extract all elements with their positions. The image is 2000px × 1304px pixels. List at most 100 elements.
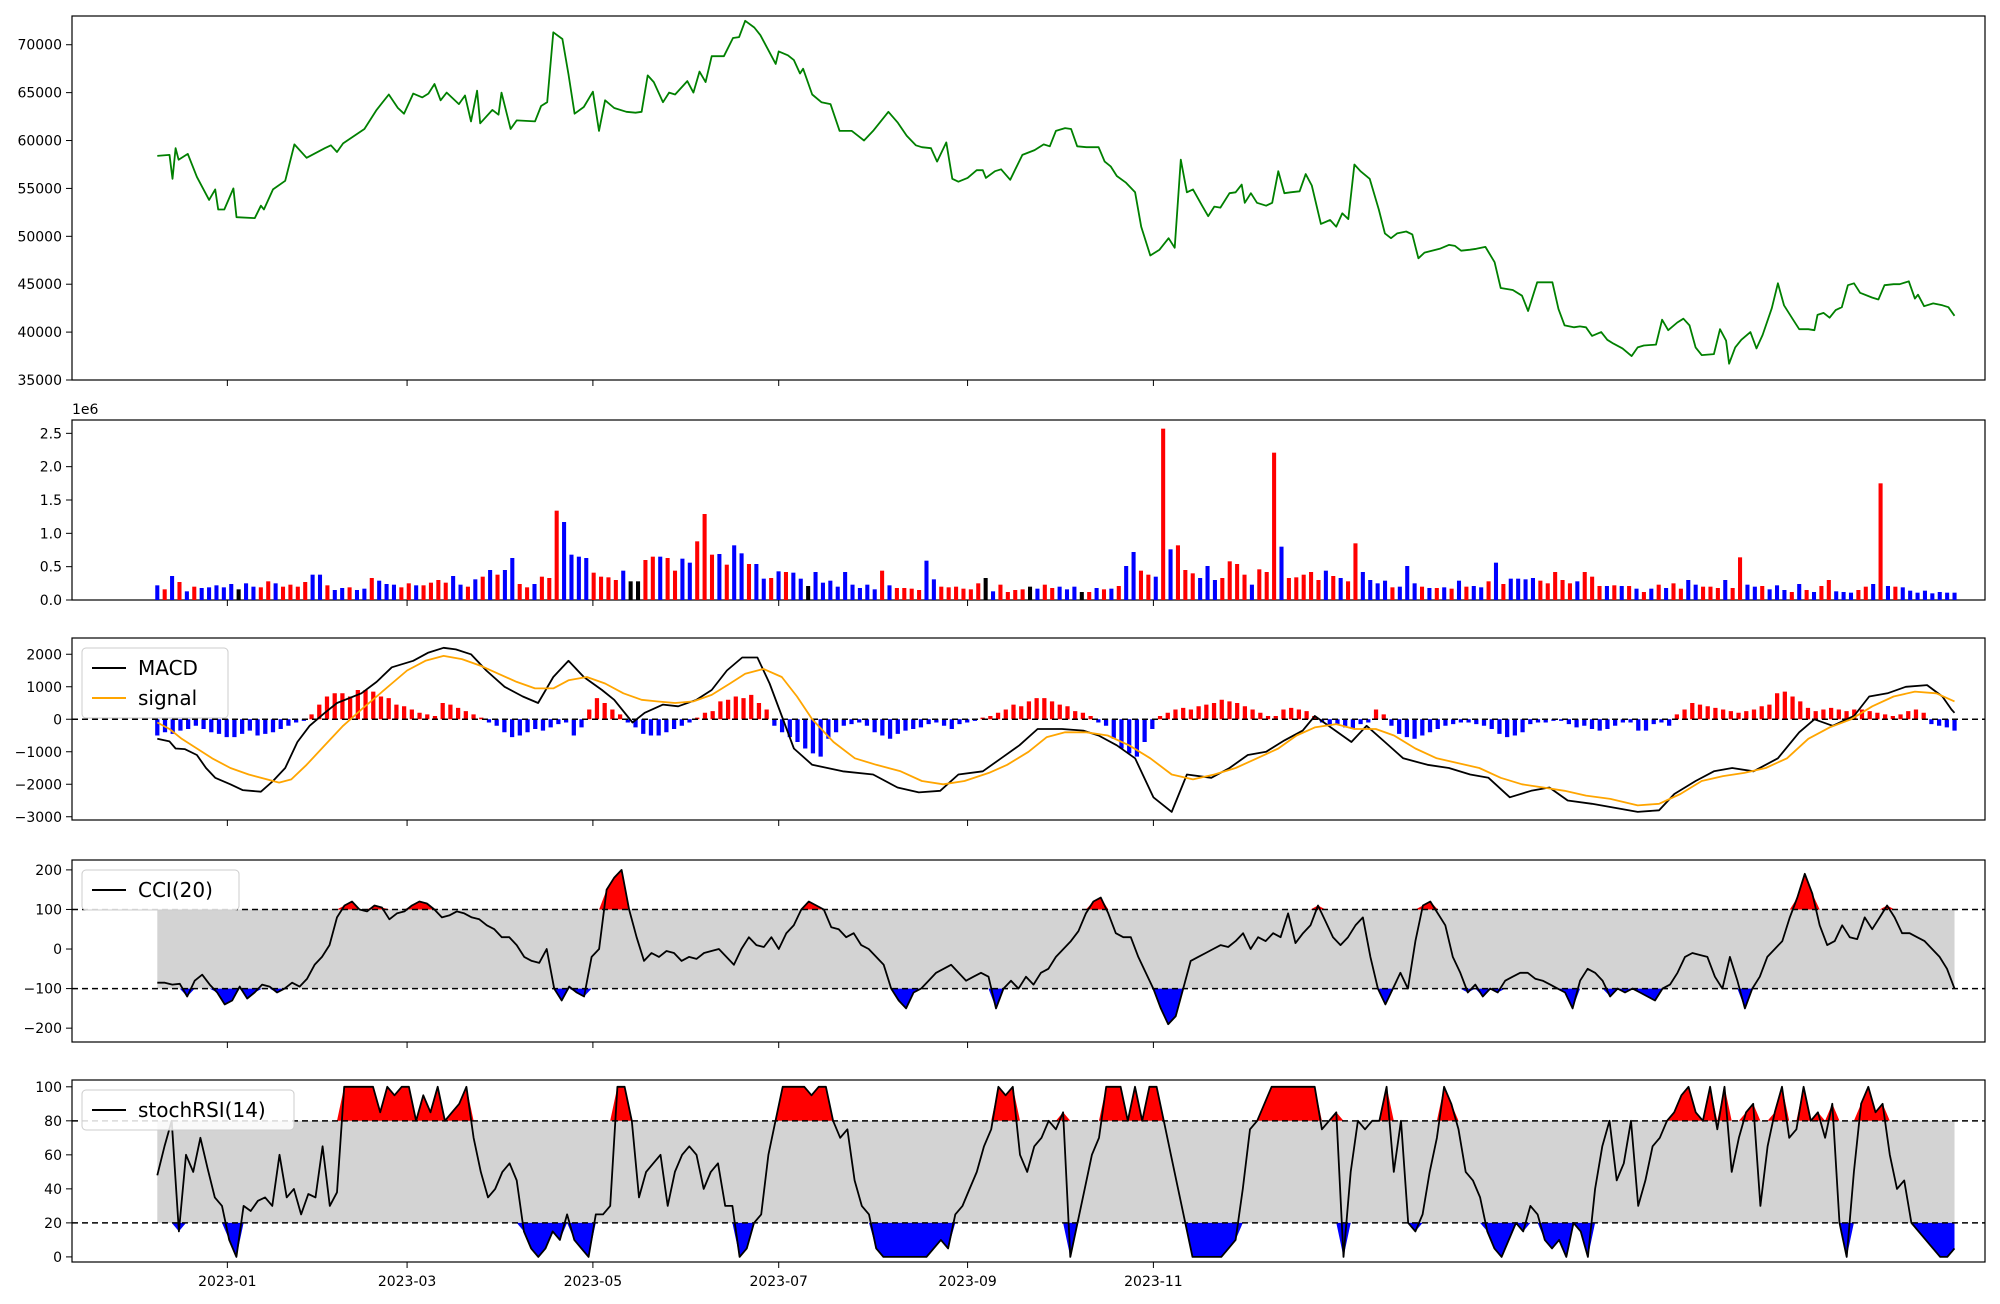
volume-bar	[894, 588, 899, 600]
volume-bar	[532, 584, 537, 600]
volume-bar	[288, 584, 293, 600]
macd-hist-bar	[1497, 719, 1502, 734]
y-tick-label: −3000	[15, 810, 62, 826]
volume-bar	[1013, 590, 1018, 600]
volume-bar	[1937, 592, 1942, 600]
volume-bar	[1575, 581, 1580, 600]
cci-oversold-fill	[157, 988, 1955, 1025]
volume-bar	[1050, 588, 1055, 600]
y-tick-label: −2000	[15, 777, 62, 793]
volume-bar	[1826, 580, 1831, 600]
volume-bar	[924, 560, 929, 600]
macd-hist-bar	[1813, 711, 1818, 720]
volume-bar	[1708, 586, 1713, 600]
volume-bar	[1516, 578, 1521, 600]
volume-bar	[280, 586, 286, 600]
volume-bar	[406, 583, 411, 600]
macd-hist-bar	[371, 691, 376, 720]
macd-hist-bar	[232, 719, 237, 738]
macd-hist-bar	[1026, 701, 1032, 720]
macd-hist-bar	[1790, 696, 1795, 720]
macd-hist-bar	[833, 719, 839, 733]
macd-hist-bar	[1836, 709, 1841, 720]
volume-bar	[1878, 483, 1883, 600]
macd-hist-bar	[1242, 706, 1248, 720]
y-tick-label: 70000	[17, 38, 62, 54]
volume-bar	[1797, 584, 1802, 600]
volume-bar	[332, 590, 337, 600]
volume-bar	[1804, 590, 1809, 600]
volume-bar	[769, 578, 774, 600]
y-tick-label: 0.0	[40, 593, 62, 609]
macd-hist-bar	[525, 719, 530, 733]
volume-bar	[1109, 588, 1114, 600]
volume-bar	[1057, 586, 1062, 600]
macd-hist-bar	[1157, 716, 1163, 720]
volume-bar	[1286, 578, 1291, 600]
macd-hist-bar	[610, 709, 615, 720]
cci-y-axis: −200 −100 0 100 200	[24, 863, 72, 1037]
macd-hist-bar	[749, 694, 754, 720]
volume-bar	[1930, 593, 1935, 600]
y-tick-label: 1.5	[40, 493, 62, 509]
y-tick-label: 65000	[17, 86, 62, 102]
volume-bar	[436, 580, 441, 600]
macd-hist-bar	[1150, 719, 1155, 729]
macd-hist-bar	[324, 696, 330, 720]
y-tick-label: 100	[35, 1080, 62, 1096]
macd-hist-bar	[1798, 701, 1803, 720]
macd-hist-bar	[1211, 703, 1217, 720]
volume-bar	[828, 580, 833, 600]
volume-bar	[1064, 589, 1070, 600]
volume-bar	[1885, 586, 1891, 600]
macd-hist-bar	[1589, 719, 1595, 729]
volume-bar	[961, 588, 966, 600]
macd-hist-bar	[587, 709, 592, 720]
volume-bar	[1116, 586, 1121, 600]
macd-hist-bar	[1103, 719, 1109, 726]
macd-hist-bar	[425, 714, 430, 720]
volume-bar	[251, 586, 256, 600]
volume-bar	[391, 584, 397, 600]
macd-hist-bar	[155, 719, 160, 736]
y-tick-label: −1000	[15, 745, 62, 761]
macd-x-axis	[226, 820, 1154, 826]
volume-bar	[1353, 543, 1358, 600]
volume-bar	[1272, 452, 1277, 600]
macd-hist-bar	[1682, 709, 1687, 720]
volume-bar	[1175, 545, 1180, 600]
macd-hist-bar	[1250, 709, 1255, 720]
macd-hist-bar	[1327, 719, 1332, 726]
volume-bar	[1042, 584, 1047, 600]
volume-bar	[325, 585, 330, 600]
volume-bar	[1523, 579, 1528, 600]
volume-bar	[1227, 561, 1232, 600]
macd-histogram	[155, 690, 1957, 757]
volume-bar	[1545, 583, 1550, 600]
macd-hist-bar	[201, 719, 206, 729]
macd-hist-bar	[270, 719, 276, 733]
macd-hist-bar	[1721, 709, 1726, 720]
y-tick-label: 80	[44, 1114, 62, 1130]
macd-hist-bar	[1898, 714, 1903, 720]
macd-hist-bar	[1127, 719, 1132, 754]
volume-bar	[1249, 584, 1254, 600]
macd-hist-bar	[448, 704, 453, 720]
macd-hist-bar	[911, 719, 916, 729]
volume-bar	[976, 583, 981, 600]
volume-bar	[687, 562, 692, 600]
macd-hist-bar	[949, 719, 954, 729]
macd-hist-bar	[741, 698, 746, 720]
volume-bar	[998, 584, 1003, 600]
macd-hist-bar	[1651, 719, 1656, 725]
volume-bar	[354, 590, 360, 600]
volume-x-axis	[226, 600, 1154, 606]
macd-hist-bar	[1474, 719, 1479, 725]
volume-bar	[1560, 580, 1565, 600]
volume-bar	[806, 586, 811, 600]
macd-hist-bar	[186, 719, 191, 729]
volume-bar	[843, 572, 848, 600]
y-tick-label: 100	[35, 902, 62, 918]
y-tick-label: 40000	[17, 325, 62, 341]
volume-bar	[1767, 589, 1772, 600]
